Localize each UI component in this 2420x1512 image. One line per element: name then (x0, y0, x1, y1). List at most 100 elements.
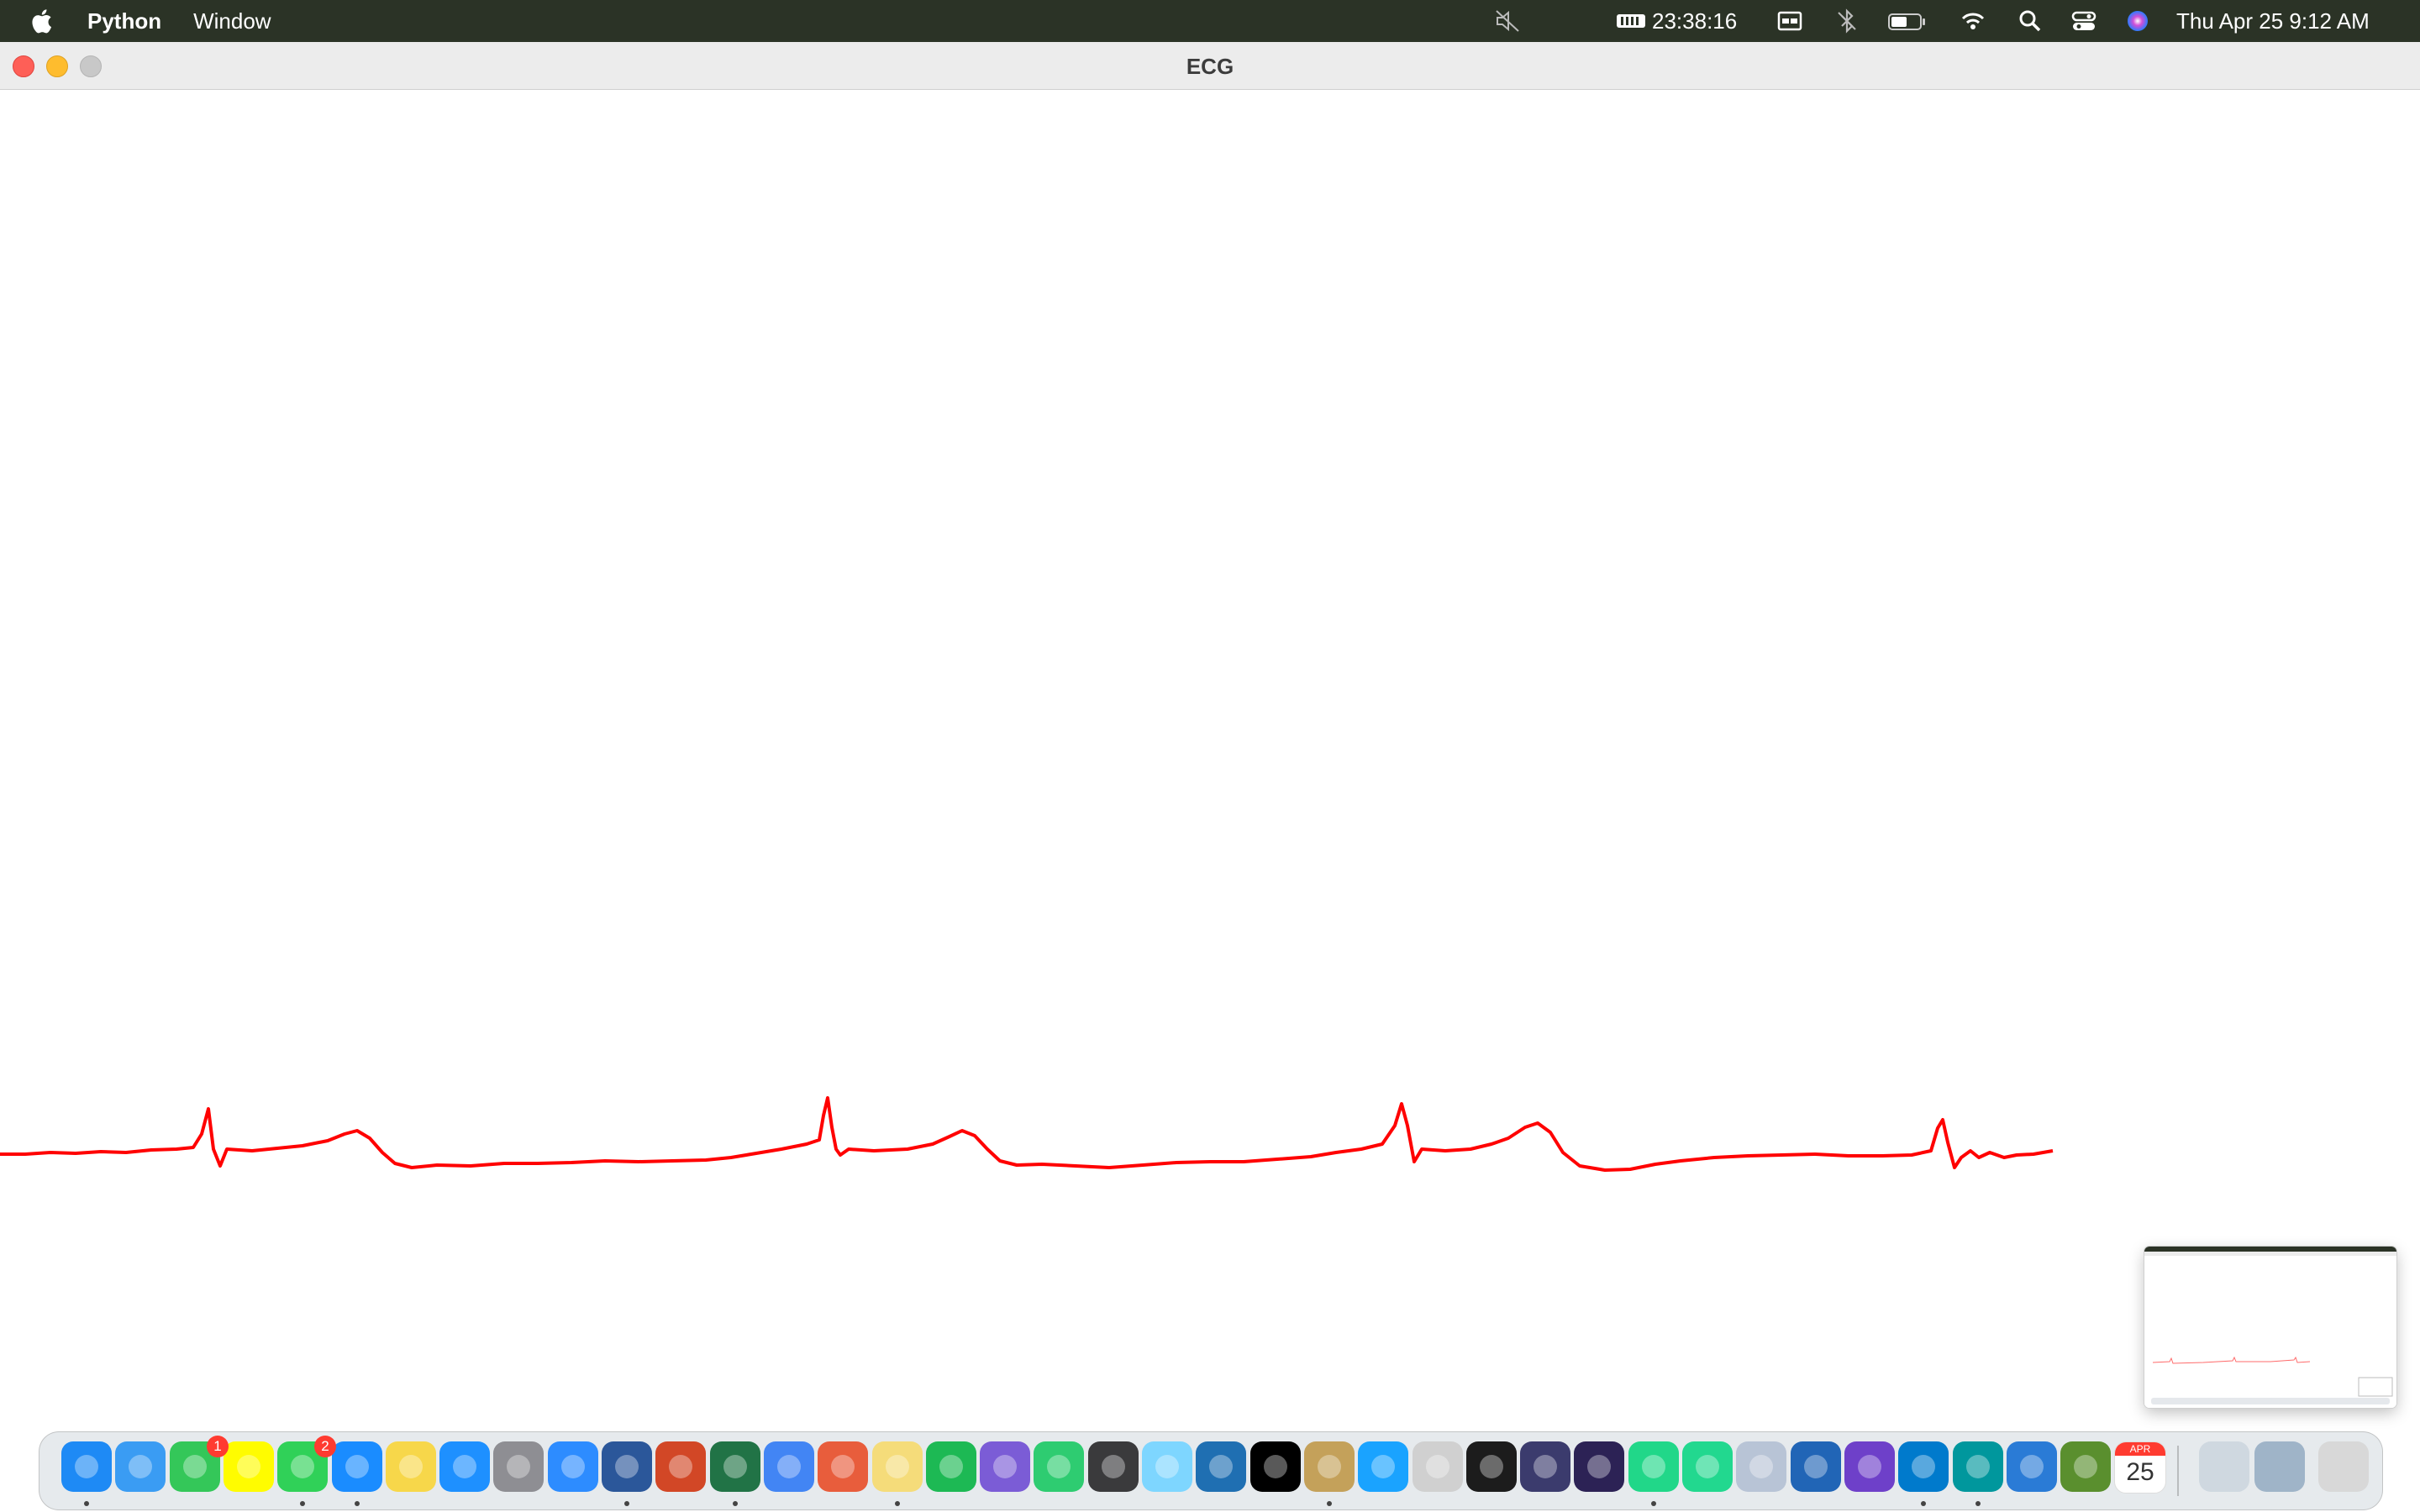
eclipse-icon[interactable] (1574, 1441, 1624, 1492)
app-glyph (561, 1455, 585, 1478)
archive-folder-icon[interactable] (2199, 1441, 2249, 1492)
app-glyph (1966, 1455, 1990, 1478)
app-glyph (1912, 1455, 1935, 1478)
running-indicator (895, 1501, 900, 1506)
app-glyph (777, 1455, 801, 1478)
running-indicator (1921, 1501, 1926, 1506)
display-icon[interactable] (1776, 8, 1803, 34)
text-editor-icon[interactable] (1413, 1441, 1463, 1492)
notification-badge: 2 (314, 1436, 336, 1457)
powerpoint-icon[interactable] (655, 1441, 706, 1492)
snapchat-icon[interactable] (224, 1441, 274, 1492)
running-indicator (300, 1501, 305, 1506)
app-glyph (1696, 1455, 1719, 1478)
running-indicator (1975, 1501, 1981, 1506)
app-glyph (1858, 1455, 1881, 1478)
rstudio-icon[interactable] (1791, 1441, 1841, 1492)
vscode-insiders-icon[interactable] (1358, 1441, 1408, 1492)
minecraft-icon[interactable] (2060, 1441, 2111, 1492)
app-glyph (2020, 1455, 2044, 1478)
app-glyph (886, 1455, 909, 1478)
chrome-icon[interactable] (764, 1441, 814, 1492)
app-store-icon[interactable] (439, 1441, 490, 1492)
app-glyph (2074, 1455, 2097, 1478)
app-glyph (1209, 1455, 1233, 1478)
app-glyph (1642, 1455, 1665, 1478)
imovie-icon[interactable] (980, 1441, 1030, 1492)
menu-app-python[interactable]: Python (87, 8, 162, 34)
menu-window[interactable]: Window (193, 8, 271, 34)
running-indicator (1651, 1501, 1656, 1506)
close-button[interactable] (13, 55, 34, 77)
muted-speaker-icon[interactable] (1494, 8, 1521, 34)
running-indicator (624, 1501, 629, 1506)
app-glyph (399, 1455, 423, 1478)
spotlight-search-icon[interactable] (2017, 8, 2044, 34)
window-title: ECG (1186, 54, 1234, 79)
r-gui-icon[interactable] (1736, 1441, 1786, 1492)
dock-separator (2177, 1446, 2179, 1496)
app-glyph (1318, 1455, 1341, 1478)
find-my-icon[interactable] (1034, 1441, 1084, 1492)
pinwheel-icon[interactable] (818, 1441, 868, 1492)
gears-icon[interactable] (1520, 1441, 1570, 1492)
screenshot-folder-icon[interactable] (2254, 1441, 2305, 1492)
menu-bar: Python Window 23:38:16 (0, 0, 2420, 42)
datagrip-icon[interactable] (1682, 1441, 1733, 1492)
github-desktop-icon[interactable] (1844, 1441, 1895, 1492)
app-glyph (291, 1455, 314, 1478)
arduino-icon[interactable] (1953, 1441, 2003, 1492)
app-glyph (237, 1455, 260, 1478)
spotify-icon[interactable] (926, 1441, 976, 1492)
running-indicator (355, 1501, 360, 1506)
app-glyph (75, 1455, 98, 1478)
bluetooth-icon[interactable] (1833, 8, 1860, 34)
app-glyph (1804, 1455, 1828, 1478)
app-glyph (507, 1455, 530, 1478)
app-glyph (183, 1455, 207, 1478)
timer-text[interactable]: 23:38:16 (1652, 8, 1738, 34)
calendar-icon[interactable]: APR 25 (2114, 1441, 2166, 1494)
monitor-icon[interactable] (1088, 1441, 1139, 1492)
stickies-icon[interactable] (872, 1441, 923, 1492)
app-glyph (129, 1455, 152, 1478)
excel-icon[interactable] (710, 1441, 760, 1492)
brave-icon[interactable] (2007, 1441, 2057, 1492)
running-indicator (733, 1501, 738, 1506)
wifi-icon[interactable] (1960, 8, 1986, 34)
system-settings-icon[interactable] (493, 1441, 544, 1492)
app-glyph (1587, 1455, 1611, 1478)
safari-icon[interactable] (332, 1441, 382, 1492)
pycharm-ce-icon[interactable] (1250, 1441, 1301, 1492)
app-glyph (723, 1455, 747, 1478)
trash-icon[interactable] (2318, 1441, 2369, 1492)
screenshot-thumbnail[interactable] (2144, 1247, 2396, 1408)
apple-menu-icon[interactable] (29, 6, 57, 36)
gimp-icon[interactable] (1304, 1441, 1355, 1492)
app-glyph (1426, 1455, 1449, 1478)
control-center-icon[interactable] (2070, 8, 2097, 34)
siri-icon[interactable] (2124, 8, 2151, 34)
word-icon[interactable] (602, 1441, 652, 1492)
vscode-icon[interactable] (1898, 1441, 1949, 1492)
window-title-bar[interactable]: ECG (0, 42, 2420, 90)
app-glyph (939, 1455, 963, 1478)
terminal-icon[interactable] (1466, 1441, 1517, 1492)
notes-icon[interactable] (386, 1441, 436, 1492)
zoom-icon[interactable] (548, 1441, 598, 1492)
zoom-button[interactable] (80, 55, 102, 77)
pycharm-icon[interactable] (1628, 1441, 1679, 1492)
app-glyph (1264, 1455, 1287, 1478)
ecg-trace (0, 1096, 2054, 1172)
app-glyph (831, 1455, 855, 1478)
vysor-icon[interactable] (1196, 1441, 1246, 1492)
battery-icon[interactable] (1887, 8, 1928, 34)
clock-datetime[interactable]: Thu Apr 25 9:12 AM (2176, 8, 2370, 34)
finder-icon[interactable] (61, 1441, 112, 1492)
preview-icon[interactable] (1142, 1441, 1192, 1492)
minimize-button[interactable] (46, 55, 68, 77)
app-glyph (1371, 1455, 1395, 1478)
app-glyph (1534, 1455, 1557, 1478)
mail-icon[interactable] (115, 1441, 166, 1492)
memory-icon[interactable] (1615, 8, 1647, 34)
